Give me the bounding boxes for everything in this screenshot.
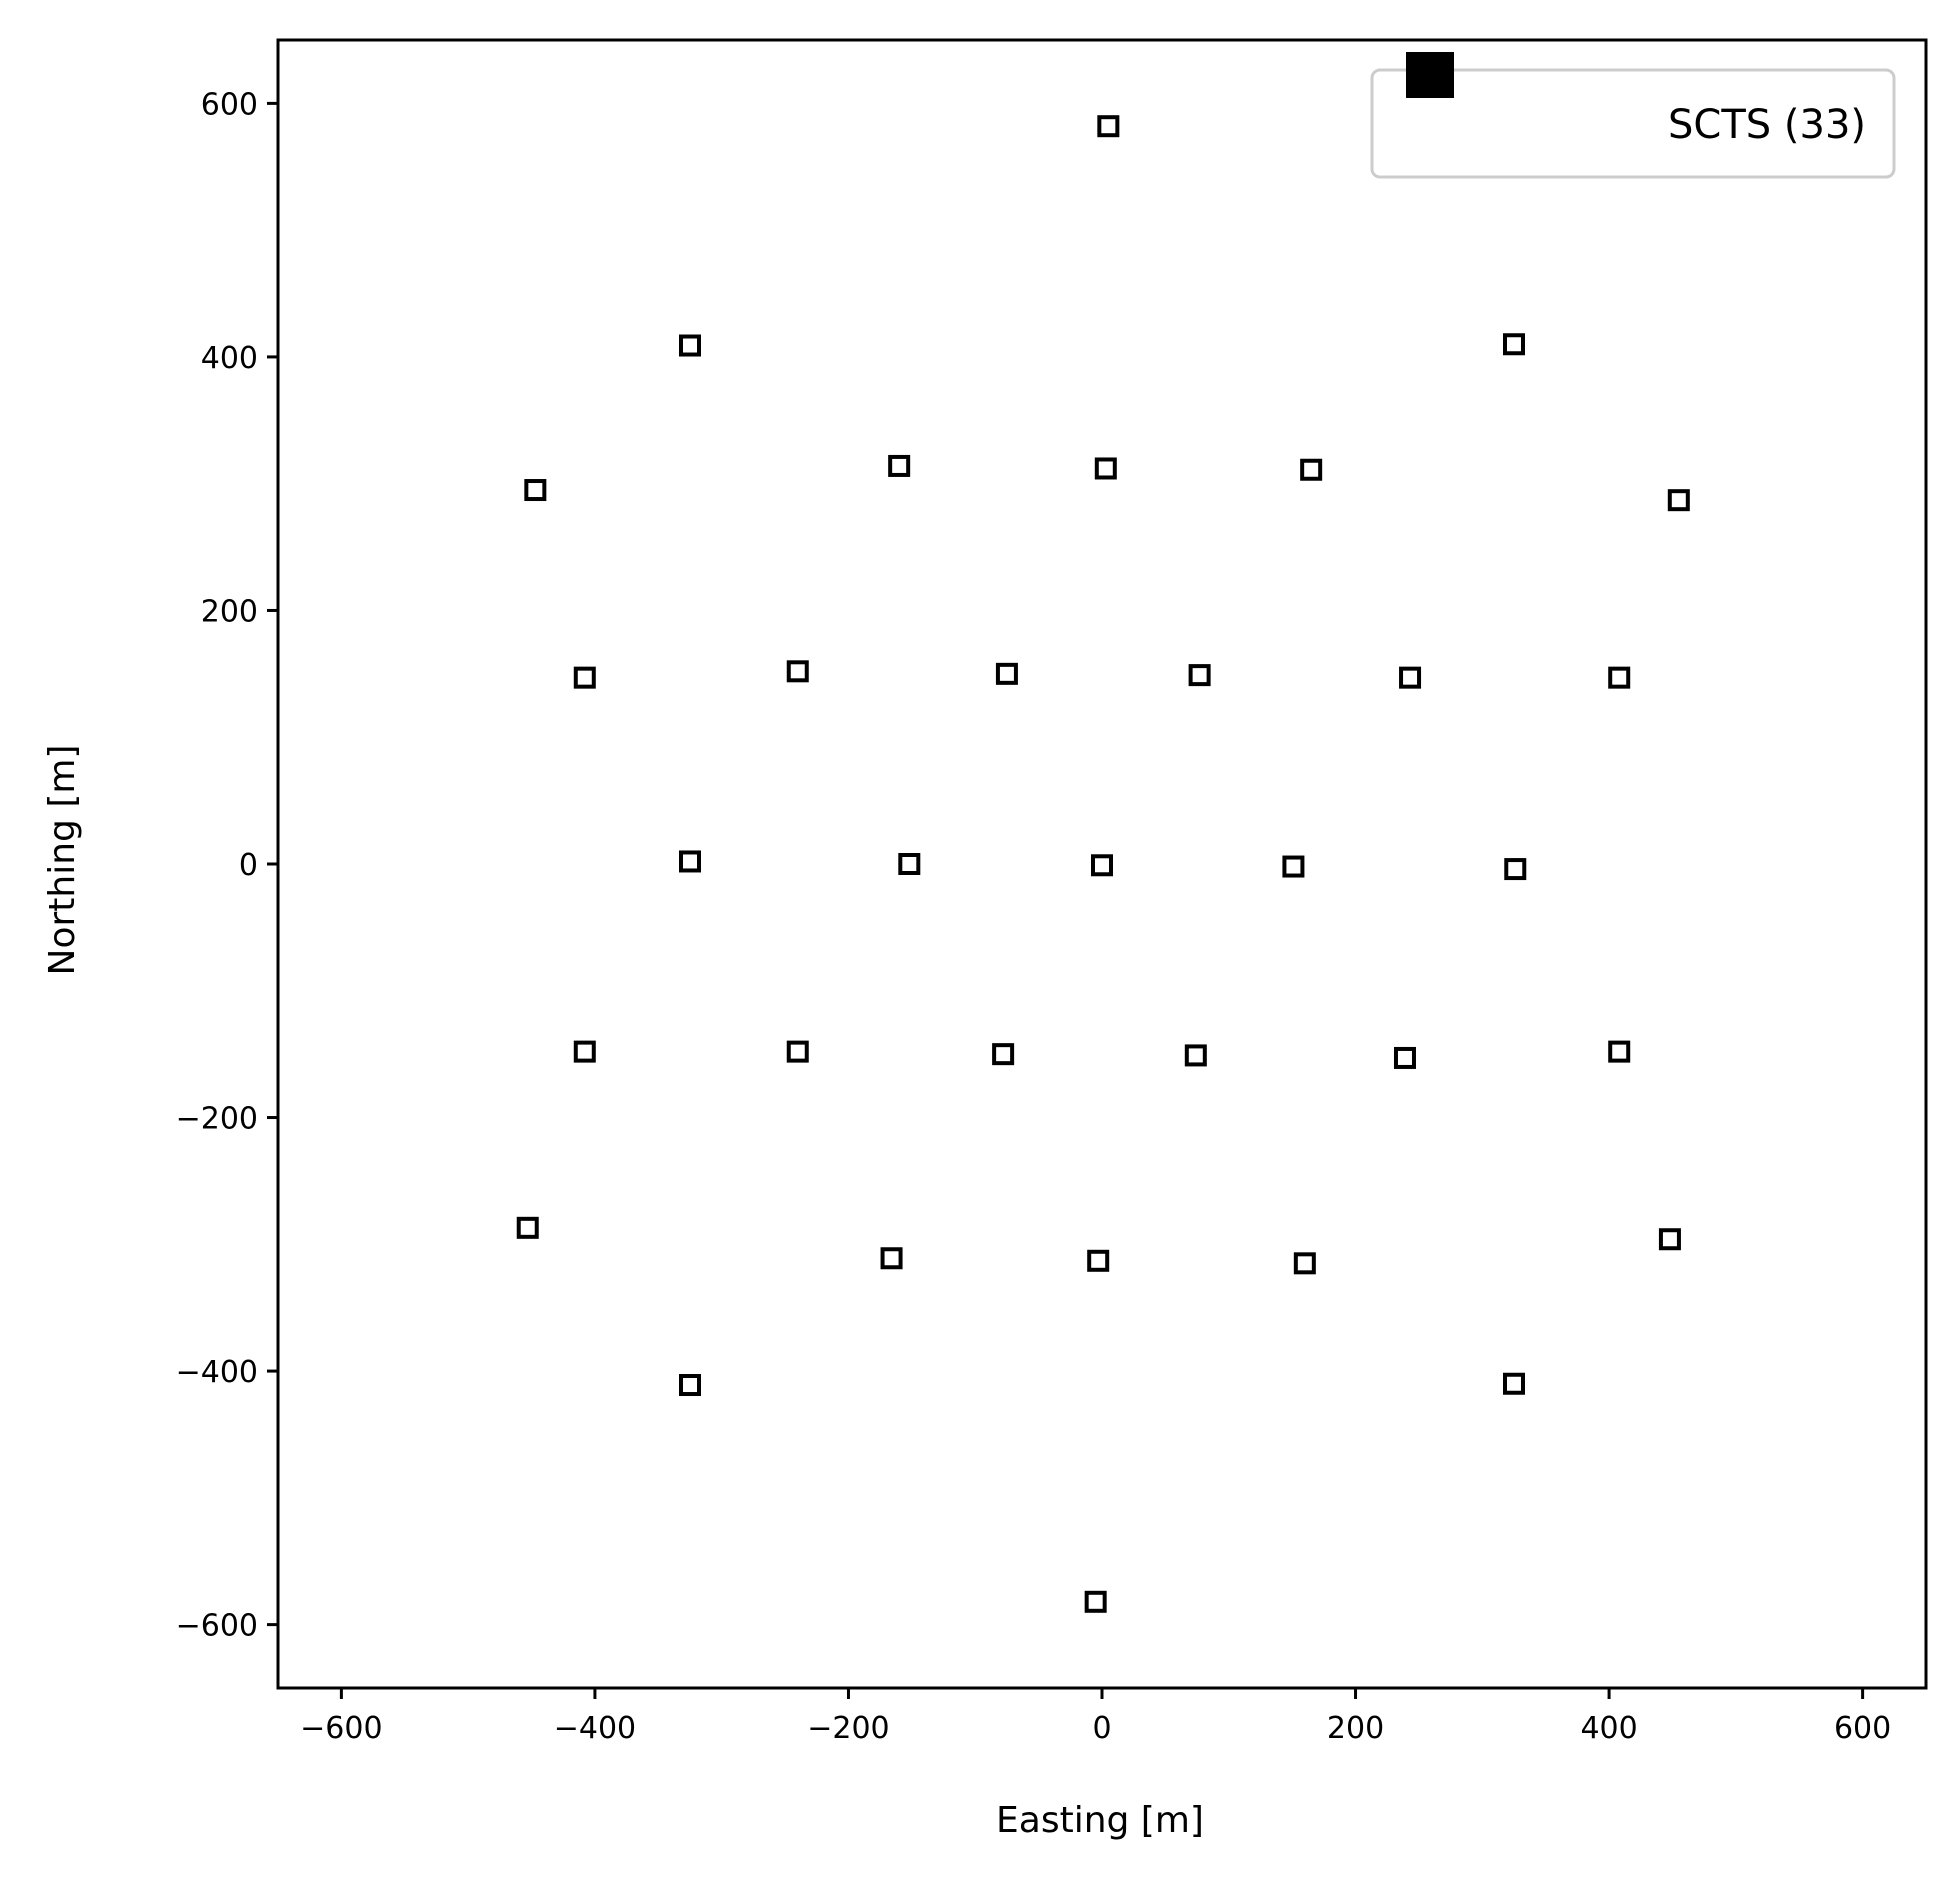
- x-axis-label: Easting [m]: [996, 1800, 1204, 1841]
- data-point-5: [1094, 457, 1117, 480]
- data-point-11: [1188, 664, 1211, 687]
- y-axis-label: Northing [m]: [42, 745, 83, 976]
- data-point-18: [1504, 858, 1527, 881]
- legend-box: [1370, 68, 1896, 179]
- data-point-2: [1503, 333, 1525, 356]
- x-tick-label-4: 200: [1327, 1711, 1384, 1746]
- data-point-22: [1184, 1044, 1207, 1067]
- data-point-32: [1084, 1590, 1107, 1613]
- data-point-16: [1091, 854, 1113, 877]
- data-point-25: [516, 1216, 539, 1239]
- data-point-24: [1608, 1040, 1631, 1063]
- data-point-26: [880, 1247, 903, 1270]
- y-tick-label-0: −600: [176, 1609, 258, 1644]
- data-point-8: [573, 666, 596, 689]
- data-point-7: [1667, 489, 1690, 512]
- x-tick-label-2: −200: [807, 1711, 889, 1746]
- data-point-23: [1393, 1046, 1416, 1069]
- x-tick-label-5: 400: [1580, 1711, 1637, 1746]
- legend: SCTS (33): [1370, 52, 1896, 179]
- y-tick-label-4: 200: [201, 594, 258, 629]
- data-point-3: [524, 479, 547, 502]
- data-point-30: [679, 1374, 701, 1397]
- x-tick-label-6: 600: [1834, 1711, 1891, 1746]
- legend-label: SCTS (33): [1668, 102, 1866, 148]
- data-point-9: [786, 660, 809, 683]
- axes-layer: −600 −400 −200 0 200 400 600 −600 −400 −200 0 200 40…: [176, 38, 1928, 1746]
- data-point-31: [1503, 1372, 1525, 1395]
- data-point-12: [1399, 666, 1422, 689]
- y-tick-label-1: −400: [176, 1355, 258, 1390]
- plot-frame: [276, 38, 1928, 1690]
- data-point-27: [1087, 1249, 1110, 1272]
- data-point-13: [1608, 666, 1631, 689]
- data-point-28: [1293, 1252, 1316, 1275]
- x-tick-label-3: 0: [1092, 1711, 1111, 1746]
- x-tick-label-1: −400: [554, 1711, 636, 1746]
- data-point-6: [1300, 458, 1323, 481]
- data-point-1: [679, 334, 701, 357]
- data-point-21: [992, 1043, 1015, 1066]
- y-tick-label-2: −200: [176, 1102, 258, 1137]
- marks-layer: [516, 115, 1690, 1613]
- data-point-4: [888, 454, 911, 477]
- y-tick-label-3: 0: [239, 848, 258, 883]
- data-point-20: [786, 1040, 809, 1063]
- y-tick-label-5: 400: [201, 341, 258, 376]
- data-point-17: [1282, 855, 1305, 878]
- data-point-10: [995, 662, 1018, 685]
- data-point-14: [679, 850, 701, 873]
- data-point-15: [898, 853, 921, 875]
- data-point-19: [573, 1040, 596, 1063]
- x-tick-label-0: −600: [300, 1711, 382, 1746]
- data-point-0: [1097, 115, 1120, 138]
- y-tick-label-6: 600: [201, 87, 258, 122]
- data-point-29: [1658, 1228, 1681, 1251]
- legend-marker: [1406, 52, 1454, 98]
